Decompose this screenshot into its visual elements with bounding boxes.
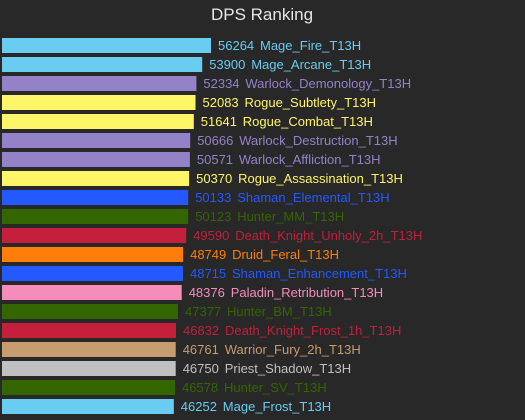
bar-paladin-retribution-t13h bbox=[2, 285, 182, 300]
bar-value-label: 52334 bbox=[203, 76, 239, 91]
bar-warlock-demonology-t13h bbox=[2, 76, 197, 91]
bar-shaman-enhancement-t13h bbox=[2, 266, 183, 281]
bar-value-label: 52083 bbox=[203, 95, 239, 110]
chart-title: DPS Ranking bbox=[211, 5, 313, 24]
bar-value-label: 46750 bbox=[183, 361, 219, 376]
bar-warrior-fury-2h-t13h bbox=[2, 342, 176, 357]
bar-druid-feral-t13h bbox=[2, 247, 184, 262]
bar-death-knight-unholy-2h-t13h bbox=[2, 228, 187, 243]
bar-name-label: Death_Knight_Frost_1h_T13H bbox=[225, 323, 401, 338]
bar-value-label: 48715 bbox=[190, 266, 226, 281]
bar-mage-frost-t13h bbox=[2, 399, 174, 414]
bar-warlock-destruction-t13h bbox=[2, 133, 191, 148]
bar-name-label: Shaman_Elemental_T13H bbox=[237, 190, 389, 205]
bar-name-label: Death_Knight_Unholy_2h_T13H bbox=[235, 228, 422, 243]
bar-name-label: Mage_Arcane_T13H bbox=[251, 57, 371, 72]
bar-hunter-mm-t13h bbox=[2, 209, 189, 224]
bar-value-label: 56264 bbox=[218, 38, 254, 53]
bar-value-label: 51641 bbox=[201, 114, 237, 129]
bar-value-label: 49590 bbox=[193, 228, 229, 243]
bar-priest-shadow-t13h bbox=[2, 361, 176, 376]
bar-name-label: Hunter_SV_T13H bbox=[224, 380, 327, 395]
bar-name-label: Paladin_Retribution_T13H bbox=[231, 285, 383, 300]
bar-mage-fire-t13h bbox=[2, 38, 211, 53]
bar-value-label: 50571 bbox=[197, 152, 233, 167]
bar-value-label: 50123 bbox=[195, 209, 231, 224]
bars-group: 56264 Mage_Fire_T13H 53900 Mage_Arcane_T13H… bbox=[2, 38, 422, 414]
bar-hunter-bm-t13h bbox=[2, 304, 178, 319]
bar-warlock-affliction-t13h bbox=[2, 152, 190, 167]
bar-mage-arcane-t13h bbox=[2, 57, 203, 72]
bar-name-label: Warrior_Fury_2h_T13H bbox=[225, 342, 361, 357]
bar-rogue-combat-t13h bbox=[2, 114, 194, 129]
bar-death-knight-frost-1h-t13h bbox=[2, 323, 176, 338]
bar-name-label: Shaman_Enhancement_T13H bbox=[232, 266, 407, 281]
bar-name-label: Warlock_Affliction_T13H bbox=[239, 152, 381, 167]
bar-name-label: Rogue_Subtlety_T13H bbox=[245, 95, 377, 110]
bar-value-label: 46252 bbox=[181, 399, 217, 414]
bar-name-label: Hunter_MM_T13H bbox=[237, 209, 344, 224]
bar-name-label: Mage_Fire_T13H bbox=[260, 38, 361, 53]
bar-value-label: 46761 bbox=[183, 342, 219, 357]
bar-name-label: Druid_Feral_T13H bbox=[232, 247, 339, 262]
bar-value-label: 48749 bbox=[190, 247, 226, 262]
bar-value-label: 50666 bbox=[197, 133, 233, 148]
bar-value-label: 48376 bbox=[189, 285, 225, 300]
bar-name-label: Rogue_Assassination_T13H bbox=[238, 171, 403, 186]
bar-value-label: 46578 bbox=[182, 380, 218, 395]
bar-value-label: 47377 bbox=[185, 304, 221, 319]
bar-name-label: Mage_Frost_T13H bbox=[223, 399, 331, 414]
bar-rogue-assassination-t13h bbox=[2, 171, 190, 186]
bar-name-label: Priest_Shadow_T13H bbox=[225, 361, 351, 376]
bar-rogue-subtlety-t13h bbox=[2, 95, 196, 110]
bar-hunter-sv-t13h bbox=[2, 380, 175, 395]
bar-value-label: 50370 bbox=[196, 171, 232, 186]
bar-name-label: Warlock_Demonology_T13H bbox=[245, 76, 411, 91]
bar-value-label: 50133 bbox=[195, 190, 231, 205]
bar-name-label: Rogue_Combat_T13H bbox=[243, 114, 373, 129]
bar-name-label: Warlock_Destruction_T13H bbox=[239, 133, 397, 148]
bar-value-label: 46832 bbox=[183, 323, 219, 338]
bar-shaman-elemental-t13h bbox=[2, 190, 189, 205]
bar-value-label: 53900 bbox=[209, 57, 245, 72]
bar-name-label: Hunter_BM_T13H bbox=[227, 304, 332, 319]
